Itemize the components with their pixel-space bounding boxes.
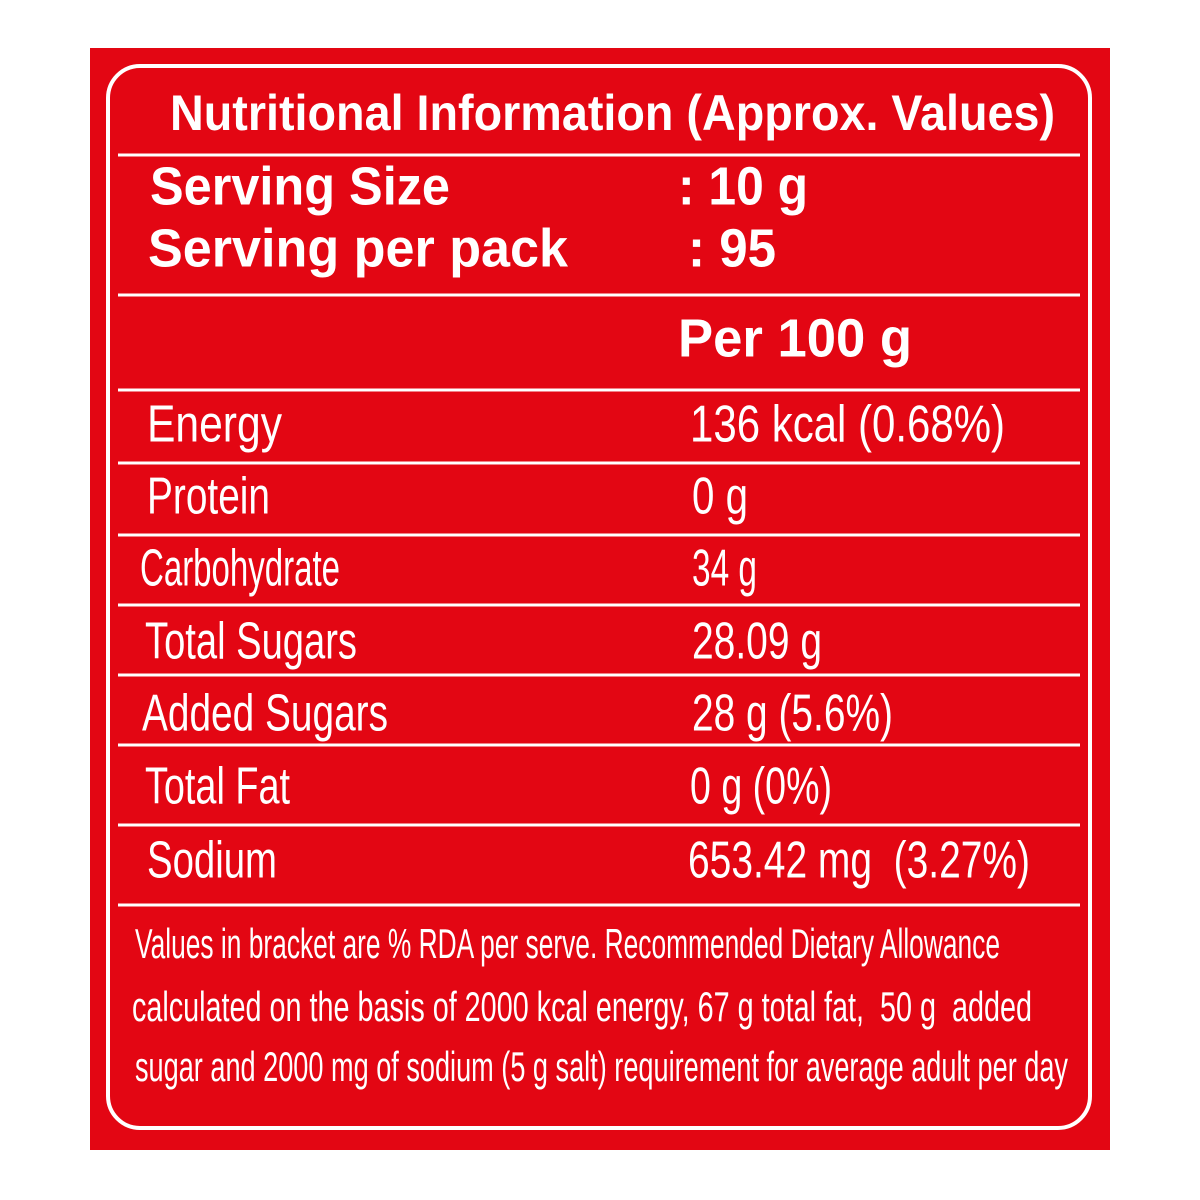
- serving-value: : 10 g: [678, 156, 808, 216]
- column-header: Per 100 g: [678, 308, 912, 368]
- nutrient-label: Total Fat: [145, 758, 290, 816]
- serving-value: : 95: [688, 218, 776, 278]
- nutrient-label: Added Sugars: [142, 685, 388, 743]
- footnote-line: sugar and 2000 mg of sodium (5 g salt) r…: [135, 1043, 1068, 1090]
- serving-label: Serving Size: [150, 156, 450, 216]
- nutrient-value: 136 kcal (0.68%): [690, 396, 1005, 454]
- label-background: [90, 48, 1110, 1150]
- footnote-line: calculated on the basis of 2000 kcal ene…: [132, 983, 1032, 1030]
- nutrient-value: 34 g: [692, 540, 757, 598]
- nutrient-label: Protein: [147, 468, 270, 526]
- footnote-line: Values in bracket are % RDA per serve. R…: [135, 920, 1000, 967]
- nutrient-value: 28 g (5.6%): [692, 685, 893, 743]
- serving-label: Serving per pack: [148, 218, 569, 278]
- nutrient-value: 0 g (0%): [690, 758, 832, 816]
- nutrient-value: 0 g: [692, 468, 748, 526]
- nutrient-label: Energy: [147, 396, 282, 454]
- nutrient-label: Total Sugars: [145, 613, 357, 671]
- nutrient-label: Carbohydrate: [140, 540, 340, 598]
- title: Nutritional Information (Approx. Values): [170, 85, 1055, 141]
- nutrient-label: Sodium: [147, 832, 277, 890]
- nutrient-value: 28.09 g: [692, 613, 822, 671]
- label-border: [106, 64, 1092, 1130]
- nutrient-value: 653.42 mg (3.27%): [688, 832, 1030, 890]
